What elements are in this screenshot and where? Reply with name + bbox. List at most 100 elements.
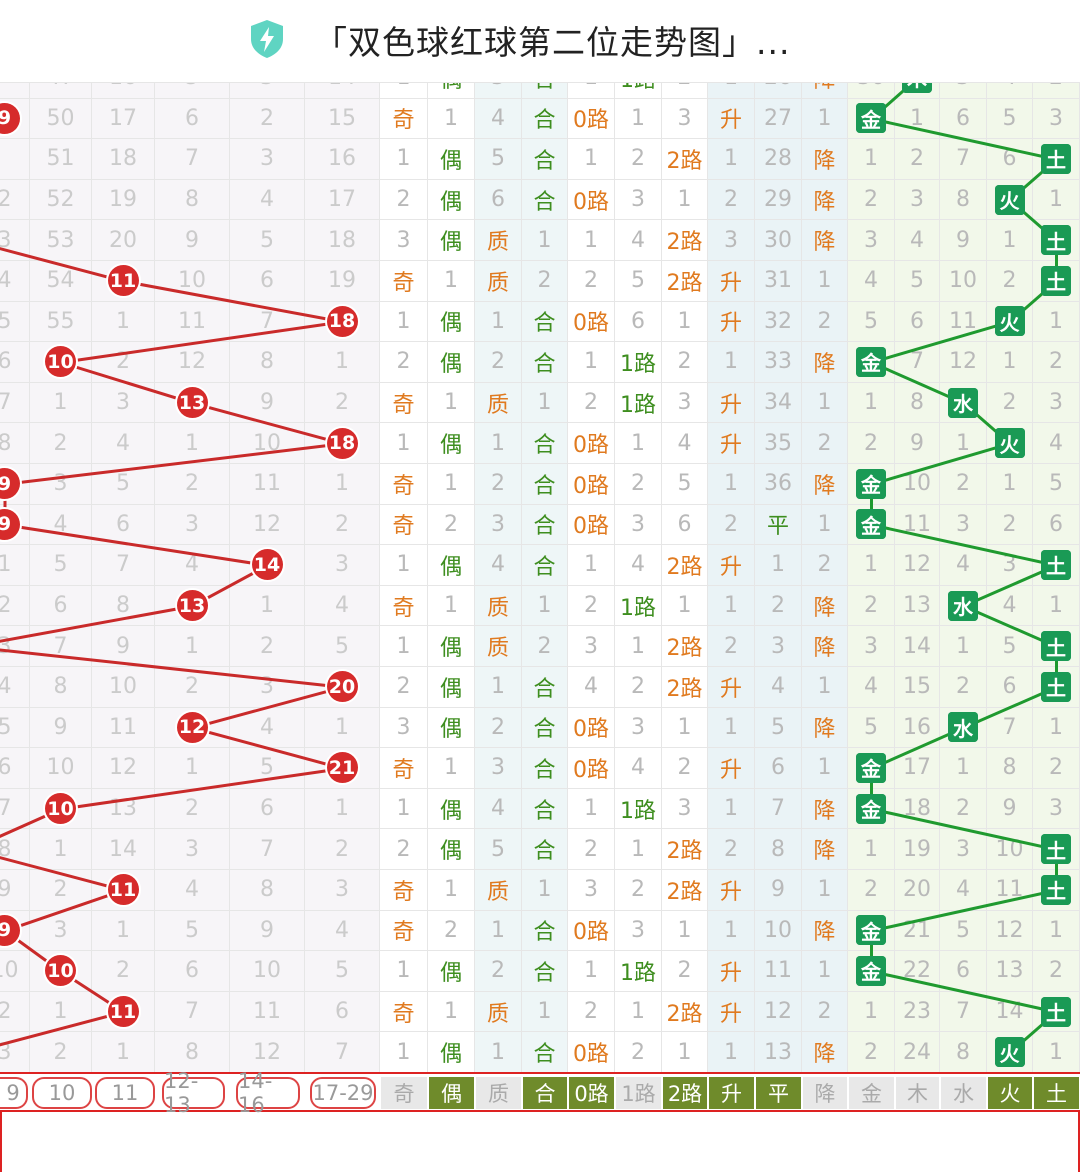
cell-value: 合 [533, 148, 556, 174]
red-ball-marker: 12 [176, 711, 208, 743]
cell-value: 合 [533, 920, 556, 946]
cell-value: 9 [0, 877, 12, 903]
table-cell: 9 [92, 626, 155, 667]
table-cell: 14 [987, 991, 1033, 1033]
table-cell: 7 [0, 382, 30, 424]
cell-value: 2路 [666, 1001, 703, 1027]
cell-value: 4 [771, 674, 785, 700]
table-cell: 22 [895, 951, 940, 992]
toggle-filter-button[interactable]: 质 [476, 1077, 521, 1109]
toggle-filter-button[interactable]: 1路 [616, 1077, 661, 1109]
table-cell: 8 [30, 667, 92, 708]
toggle-filter-button[interactable]: 平 [756, 1077, 801, 1109]
cell-value: 升 [719, 960, 742, 986]
table-cell: 47 [30, 82, 92, 99]
cell-value: 10 [0, 958, 19, 984]
table-cell: 升 [708, 423, 755, 464]
cell-value: 降 [813, 920, 836, 946]
table-cell: 5 [0, 301, 30, 343]
toggle-filter-button[interactable]: 偶 [429, 1077, 474, 1109]
toggle-filter-button[interactable]: 奇 [381, 1077, 427, 1109]
table-cell: 1 [522, 585, 568, 627]
table-cell: 3 [305, 870, 380, 911]
table-cell: 升 [708, 870, 755, 911]
cell-value: 27 [764, 105, 792, 131]
cell-value: 54 [46, 268, 75, 294]
cell-value: 0路 [573, 473, 609, 499]
cell-value: 3 [116, 390, 130, 416]
table-cell: 质 [475, 382, 522, 424]
table-row: 3532095183偶质1142路330降3491土 [0, 220, 1080, 261]
toggle-filter-button[interactable]: 升 [709, 1077, 754, 1109]
cell-value: 1 [335, 714, 349, 740]
table-cell: 0路 [568, 301, 615, 343]
element-marker: 水 [948, 590, 978, 621]
cell-value: 1 [1002, 471, 1017, 497]
toggle-filter-button[interactable]: 0路 [569, 1077, 614, 1109]
red-ball-marker: 10 [45, 955, 76, 987]
cell-value: 10 [109, 674, 137, 700]
cell-value: 13 [109, 796, 137, 822]
cell-value: 12 [253, 511, 281, 537]
table-cell: 1 [568, 342, 615, 383]
range-filter-button[interactable]: 17-29 [310, 1077, 376, 1109]
cell-value: 1 [584, 552, 598, 578]
cell-value: 平 [766, 514, 789, 540]
table-cell: 5 [305, 626, 380, 667]
cell-value: 合 [533, 473, 556, 499]
cell-value: 3 [260, 82, 274, 90]
cell-value: 12 [949, 349, 977, 375]
cell-value: 合 [533, 311, 556, 337]
cell-value: 1 [677, 187, 692, 213]
cell-value: 7 [0, 796, 12, 822]
cell-value: 2 [491, 349, 505, 375]
cell-value: 1 [396, 552, 411, 578]
table-cell: 3 [380, 707, 428, 749]
cell-value: 2 [817, 308, 832, 334]
table-cell: 1 [380, 423, 428, 464]
toggle-filter-button[interactable]: 水 [941, 1077, 986, 1109]
table-cell: 4 [568, 667, 615, 708]
range-filter-button[interactable]: 11 [95, 1077, 155, 1109]
cell-value: 50 [46, 105, 75, 131]
range-filter-button[interactable]: 10 [32, 1077, 92, 1109]
cell-value: 升 [719, 108, 742, 134]
cell-value: 2 [584, 593, 598, 619]
toggle-filter-button[interactable]: 降 [803, 1077, 847, 1109]
cell-value: 1 [817, 674, 832, 700]
table-cell: 1路 [615, 585, 662, 627]
range-filter-button[interactable]: 9 [0, 1077, 28, 1109]
table-cell: 6 [92, 504, 155, 546]
cell-value: 1 [444, 999, 458, 1025]
cell-value: 9 [910, 430, 924, 456]
cell-value: 1 [537, 227, 552, 253]
toggle-filter-button[interactable]: 金 [849, 1077, 894, 1109]
table-cell: 15 [305, 98, 380, 140]
table-cell: 偶 [428, 951, 475, 992]
trend-table[interactable]: 471653141偶3合11路2126降30木342950176215奇14合0… [0, 82, 1080, 1072]
cell-value: 8 [0, 430, 12, 456]
cell-value: 1 [817, 105, 832, 131]
toggle-filter-button[interactable]: 木 [896, 1077, 939, 1109]
cell-value: 2 [956, 796, 970, 822]
table-cell: 1 [708, 1032, 755, 1072]
cell-value: 5 [864, 714, 878, 740]
range-filter-button[interactable]: 14-16 [236, 1069, 300, 1117]
range-filter-button[interactable]: 12-13 [162, 1069, 225, 1117]
table-cell: 升 [708, 382, 755, 424]
table-cell: 3 [380, 220, 428, 261]
table-cell: 7 [155, 139, 230, 180]
element-marker: 金 [856, 103, 886, 134]
element-marker: 土 [1041, 671, 1071, 702]
toggle-filter-button[interactable]: 2路 [663, 1077, 707, 1109]
cell-value: 5 [0, 714, 12, 740]
toggle-filter-button[interactable]: 火 [988, 1077, 1032, 1109]
table-cell: 2 [615, 667, 662, 708]
cell-value: 8 [956, 1039, 970, 1065]
toggle-filter-button[interactable]: 土 [1034, 1077, 1079, 1109]
table-cell: 4 [475, 98, 522, 140]
cell-value: 8 [0, 836, 12, 862]
toggle-filter-button[interactable]: 合 [523, 1077, 567, 1109]
table-cell: 8 [940, 1032, 987, 1072]
cell-value: 1 [724, 471, 738, 497]
